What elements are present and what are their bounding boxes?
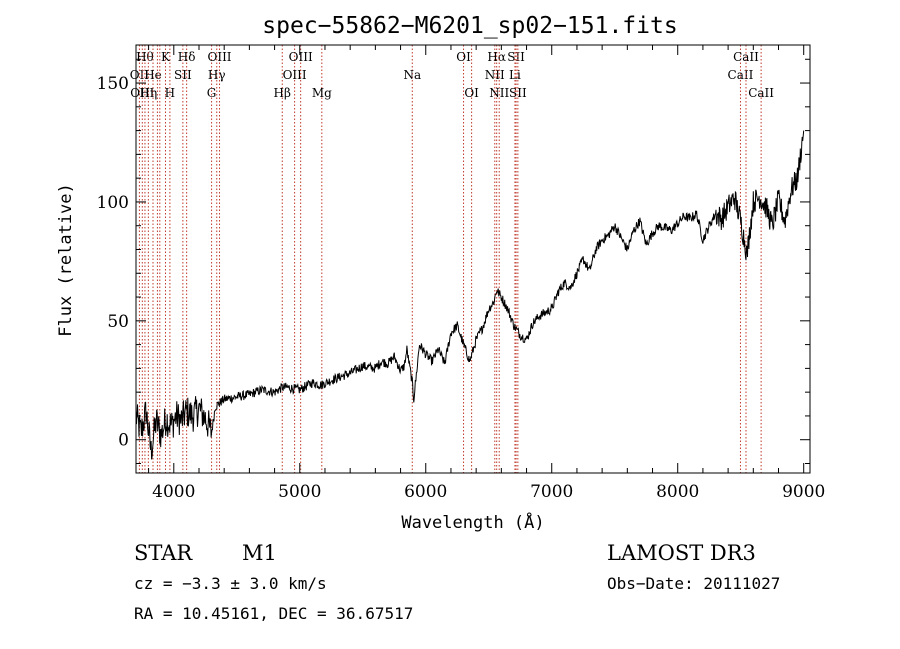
line-label-29: CaII bbox=[748, 86, 774, 100]
line-label-7: K bbox=[161, 50, 171, 64]
line-label-3: Hη bbox=[140, 86, 158, 100]
plot-frame bbox=[135, 44, 811, 474]
x-tick-label: 6000 bbox=[404, 482, 447, 502]
axis-tick-labels: 4000 5000 6000 7000 8000 9000 0 50 100 150 bbox=[97, 74, 826, 502]
x-tick-label: 9000 bbox=[782, 482, 825, 502]
x-tick-label: 7000 bbox=[530, 482, 573, 502]
x-tick-label: 8000 bbox=[656, 482, 699, 502]
x-tick-label: 4000 bbox=[152, 482, 195, 502]
line-label-10: Hδ bbox=[178, 50, 196, 64]
line-label-26: SII bbox=[509, 86, 527, 100]
axis-ticks bbox=[136, 45, 810, 473]
object-subclass: M1 bbox=[242, 541, 277, 565]
line-label-25: SII bbox=[507, 50, 525, 64]
line-label-27: CaII bbox=[728, 68, 754, 82]
spectrum-series-line bbox=[135, 130, 805, 460]
line-label-8: H bbox=[165, 86, 175, 100]
line-label-28: CaII bbox=[733, 50, 759, 64]
line-label-15: OIII bbox=[283, 68, 307, 82]
line-label-11: G bbox=[207, 86, 217, 100]
line-label-23: NII bbox=[489, 86, 509, 100]
observation-date: Obs−Date: 20111027 bbox=[607, 574, 780, 593]
line-label-2: Hθ bbox=[136, 50, 154, 64]
line-label-9: SII bbox=[174, 68, 192, 82]
line-label-12: Hγ bbox=[208, 68, 226, 82]
line-label-4: He bbox=[144, 68, 162, 82]
y-tick-label: 150 bbox=[97, 74, 129, 94]
y-tick-label: 50 bbox=[107, 312, 129, 332]
sky-coordinates: RA = 10.45161, DEC = 36.67517 bbox=[134, 604, 413, 623]
spectral-line-markers: OIIOIIIHθHηHeKHSIIHδGHγOIIIHβOIIIOIIIMgN… bbox=[130, 45, 774, 473]
y-axis-label: Flux (relative) bbox=[56, 183, 76, 337]
chart-title: spec−55862−M6201_sp02−151.fits bbox=[262, 13, 677, 39]
spectrum-layer bbox=[135, 130, 805, 460]
line-label-16: OIII bbox=[289, 50, 313, 64]
line-label-24: Li bbox=[509, 68, 521, 82]
line-label-22: Hα bbox=[487, 50, 506, 64]
redshift-velocity: cz = −3.3 ± 3.0 km/s bbox=[134, 574, 327, 593]
line-label-20: OI bbox=[464, 86, 479, 100]
line-label-18: Na bbox=[403, 68, 421, 82]
line-label-14: Hβ bbox=[274, 86, 291, 100]
survey-name: LAMOST DR3 bbox=[607, 541, 756, 565]
x-tick-label: 5000 bbox=[278, 482, 321, 502]
object-class: STAR bbox=[134, 541, 193, 565]
info-panel: STAR M1 LAMOST DR3 cz = −3.3 ± 3.0 km/s … bbox=[134, 541, 780, 623]
line-label-0: OII bbox=[130, 68, 150, 82]
line-label-19: OI bbox=[456, 50, 471, 64]
y-tick-label: 0 bbox=[118, 431, 129, 451]
y-tick-label: 100 bbox=[97, 193, 129, 213]
line-label-13: OIII bbox=[207, 50, 231, 64]
x-axis-label: Wavelength (Å) bbox=[401, 511, 544, 533]
line-label-21: NII bbox=[485, 68, 505, 82]
line-label-17: Mg bbox=[312, 86, 332, 100]
